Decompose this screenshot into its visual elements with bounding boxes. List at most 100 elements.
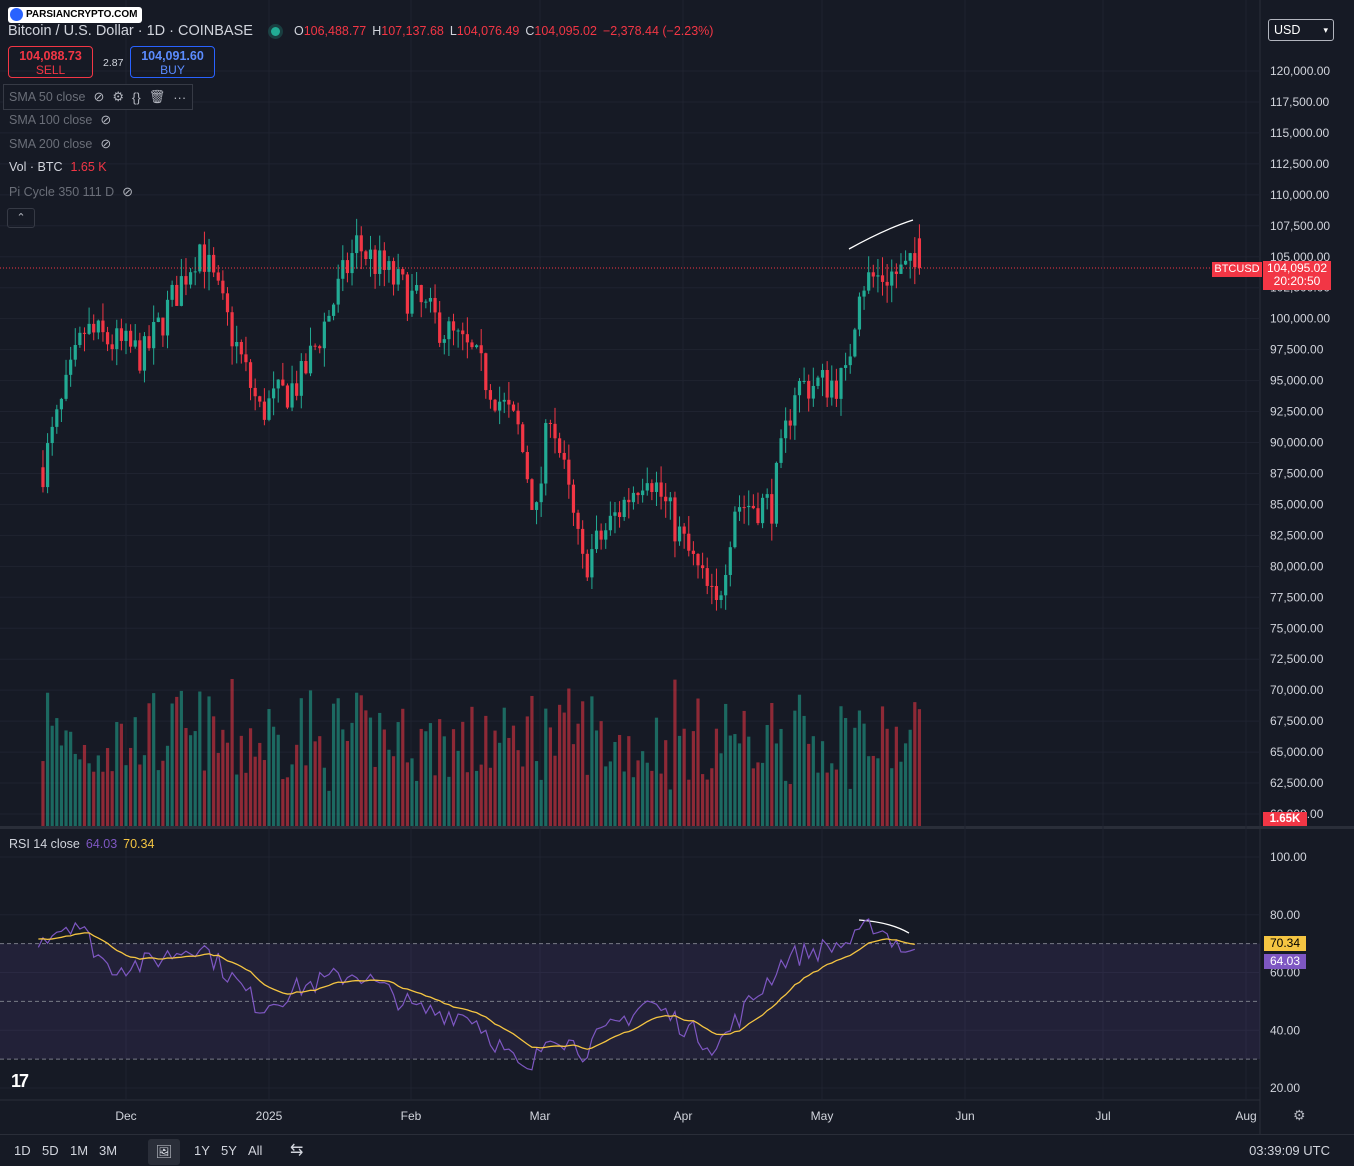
eye-off-icon[interactable]: ⊘ [93,89,105,104]
indicator-pi-cycle[interactable]: Pi Cycle 350 111 D ⊘ [9,184,133,200]
volume-bar [590,696,594,826]
rsi-legend[interactable]: RSI 14 close 64.03 70.34 [9,837,154,851]
sell-button[interactable]: 104,088.73 SELL [8,46,93,78]
rsi-tick-label: 100.00 [1270,850,1307,864]
candle-body [142,336,147,371]
volume-bar [327,790,331,826]
volume-bar [415,780,419,826]
candle-body [313,345,317,347]
indicator-sma100[interactable]: SMA 100 close ⊘ [9,112,111,128]
volume-bar [608,761,612,826]
volume-bar [115,722,119,826]
volume-bar [825,772,829,826]
timeframe-1m[interactable]: 1M [70,1143,89,1158]
tradingview-logo: 17 [11,1071,29,1091]
volume-bar [913,702,917,826]
symbol-title[interactable]: Bitcoin / U.S. Dollar · 1D · COINBASE [8,23,253,39]
candle-body [613,512,617,516]
candle-body [267,398,271,420]
candle-body [101,320,105,333]
date-range-icon[interactable]: ⇆ [290,1142,304,1159]
chevron-up-icon: ⌃ [16,212,26,224]
pane-separator [0,826,1354,829]
volume-bar [645,762,649,826]
settings-icon[interactable]: ⚙ [112,89,124,104]
indicator-sma200[interactable]: SMA 200 close ⊘ [9,136,111,152]
volume-bar [442,736,446,826]
price-tick-label: 112,500.00 [1270,157,1329,171]
candle-body [184,276,188,285]
buy-button[interactable]: 104,091.60 BUY [130,46,215,78]
volume-bar [724,703,728,826]
candle-body [788,420,792,426]
candle-body [239,341,243,355]
volume-bar [161,760,165,826]
candle-body [152,322,156,349]
volume-bar [682,728,686,826]
candle-body [770,494,774,524]
volume-bar [433,775,437,826]
eye-off-icon[interactable]: ⊘ [100,112,112,127]
volume-bar [908,729,912,826]
ohlc-key: O [293,24,304,38]
volume-bar [867,756,871,826]
volume-bar [516,750,520,826]
volume-bar [876,758,880,826]
candle-body [756,508,760,524]
candle-body [327,315,331,322]
volume-bar [336,698,340,826]
volume-bar [848,788,852,826]
volume-bar [295,744,299,826]
volume-bar [138,764,142,826]
candle-body [710,585,714,587]
volume-bar [498,742,502,826]
timeframe-all[interactable]: All [248,1143,263,1158]
currency-select[interactable]: USD ▾ [1268,19,1334,41]
timeframe-5d[interactable]: 5D [42,1143,59,1158]
rsi-tick-label: 20.00 [1270,1081,1300,1095]
volume-bar [456,750,460,826]
eye-off-icon[interactable]: ⊘ [100,136,112,151]
volume-bar [391,756,396,826]
source-code-icon[interactable]: {} [132,89,141,105]
candle-body [401,269,405,275]
candle-body [438,312,442,343]
volume-bar [193,731,197,826]
volume-bar [133,717,137,826]
volume-bar [308,690,313,826]
snapshot-button[interactable]: 🖼 [148,1139,180,1165]
trash-icon[interactable]: 🗑 [148,89,166,104]
timeframe-5y[interactable]: 5Y [221,1143,237,1158]
candle-body [105,332,110,345]
candle-body [751,505,755,509]
volume-bar [558,704,562,826]
timeframe-1y[interactable]: 1Y [194,1143,210,1158]
indicator-sma50[interactable]: SMA 50 close ⊘ ⚙ {} 🗑 ··· [3,84,194,110]
volume-bar [410,758,414,826]
eye-off-icon[interactable]: ⊘ [122,184,134,199]
volume-bar [880,706,885,826]
indicator-volume[interactable]: Vol · BTC 1.65 K [9,160,107,174]
market-open-indicator [270,26,280,36]
candle-body [880,275,885,282]
price-tick-label: 80,000.00 [1270,559,1324,573]
volume-bar [710,768,714,826]
candle-body [488,390,493,400]
volume-bar [165,745,170,826]
candle-body [539,483,543,503]
volume-bar [387,749,391,826]
volume-bar [461,721,465,826]
volume-bar [378,712,382,826]
indicator-label: Vol · BTC [9,160,63,174]
timeframe-3m[interactable]: 3M [99,1143,118,1158]
candle-body [110,344,114,350]
timeframe-1d[interactable]: 1D [14,1143,31,1158]
more-icon[interactable]: ··· [173,89,187,105]
chart-settings-icon[interactable]: ⚙ [1293,1107,1306,1123]
candle-body [41,467,45,488]
volume-bar [779,728,783,826]
volume-bar [853,727,857,826]
candle-body [331,304,336,316]
collapse-legend-button[interactable]: ⌃ [7,208,35,228]
